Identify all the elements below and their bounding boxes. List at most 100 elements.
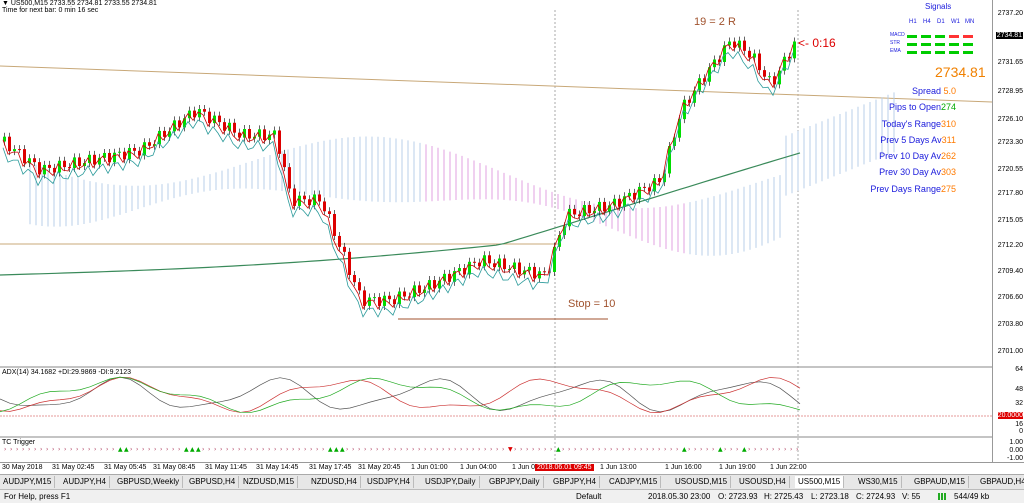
chart-tab[interactable]: GBPUSD,Weekly [114,476,184,488]
tc-marker: › [538,446,540,453]
time-tick: 1 Jun 19:00 [719,464,756,471]
candle-body [438,280,441,289]
price-tick: 2731.65 [997,59,1023,66]
chart-tab[interactable]: USOUSD,H4 [736,476,790,488]
connection-icon [938,493,946,500]
tc-marker: › [634,446,636,453]
info-value: 275 [940,184,956,194]
tc-marker: › [394,446,396,453]
tc-marker: › [490,446,492,453]
chart-tab[interactable]: GBPJPY,Daily [486,476,544,488]
tc-marker: › [712,446,714,453]
candle-body [208,111,211,124]
info-row: Prev 5 Days Av311 [880,135,956,145]
candle-body [743,40,746,51]
candle-body [723,45,726,62]
signal-cell [963,43,973,46]
tc-marker: › [448,446,450,453]
candle-body [13,149,16,152]
candle-body [363,290,366,306]
tc-marker: › [274,446,276,453]
chart-tab[interactable]: GBPAUD,H4 [977,476,1024,488]
time-tick: 31 May 17:45 [309,464,352,471]
signal-cell [963,51,973,54]
chart-tab[interactable]: USOUSD,M15 [672,476,732,488]
tc-marker: › [214,446,216,453]
stop-annotation: Stop = 10 [568,298,616,310]
adx-tick: 32 [1015,400,1023,407]
candle-body [168,131,171,137]
time-tick: 2018.06.01 09:45 [535,464,594,471]
price-tick: 2734.81 [995,32,1023,39]
candle-body [243,129,246,138]
candle-body [753,53,756,58]
chart-tab[interactable]: GBPAUD,M15 [911,476,969,488]
candle-body [203,109,206,112]
tc-marker: ▼ [508,446,513,453]
tc-tick: -1.00 [1007,455,1023,462]
tc-marker: › [412,446,414,453]
chart-tab[interactable]: NZDUSD,H4 [308,476,361,488]
price-chart[interactable]: › › › › › › › › › › › › › › › › › › › ▲ ▲ › › › › › › › › › ▲ ▲ ▲ › › › › › › ›… [0,0,992,462]
candle-body [528,266,531,271]
info-label: Today's Range [881,119,941,129]
tc-marker: › [160,446,162,453]
candle-body [573,208,576,215]
target-annotation: 19 = 2 R [694,16,736,28]
chart-tab[interactable]: GBPJPY,H4 [550,476,600,488]
candle-body [123,151,126,160]
status-high: H: 2725.43 [764,492,804,501]
candle-body [503,258,506,270]
candle-body [493,263,496,268]
tc-marker: › [388,446,390,453]
tc-marker: ▲ [328,446,333,453]
chart-tab[interactable]: US500,M15 [795,476,845,488]
candle-body [43,164,46,175]
current-price-big: 2734.81 [935,64,986,80]
chart-tab[interactable]: CADJPY,M15 [606,476,662,488]
price-tick: 2715.05 [997,217,1023,224]
chart-tab[interactable]: NZDUSD,M15 [240,476,299,488]
chart-tab[interactable]: WS30,M15 [855,476,902,488]
tc-marker: › [784,446,786,453]
chart-area[interactable]: › › › › › › › › › › › › › › › › › › › ▲ ▲ › › › › › › › › › ▲ ▲ ▲ › › › › › › ›… [0,0,992,462]
tc-marker: › [286,446,288,453]
candle-body [28,158,31,164]
signal-cell [935,43,945,46]
candle-body [193,110,196,118]
info-label: Prev Days Range [870,184,941,194]
price-axis[interactable]: 2737.20 2734.81 2731.65 2728.95 2726.10 2723.… [992,0,1024,462]
chart-tab[interactable]: USDJPY,H4 [364,476,414,488]
signal-cell [907,43,917,46]
tc-marker: ▲ [190,446,195,453]
tc-marker: › [34,446,36,453]
candle-body [543,271,546,273]
candle-body [783,56,786,71]
adx-tick: 20.0000 [997,412,1023,419]
chart-tabs: AUDJPY,M15 AUDJPY,H4 GBPUSD,Weekly GBPUSD,H… [0,474,1024,490]
candle-body [78,157,81,167]
tc-marker: › [226,446,228,453]
tc-marker: › [172,446,174,453]
tc-marker: › [100,446,102,453]
tc-marker: › [40,446,42,453]
candle-body [113,152,116,163]
chart-tab[interactable]: GBPUSD,H4 [186,476,240,488]
tc-marker: › [652,446,654,453]
chart-tab[interactable]: AUDJPY,H4 [60,476,110,488]
tc-marker: › [640,446,642,453]
tc-marker: › [244,446,246,453]
price-tick: 2720.55 [997,166,1023,173]
candle-body [333,214,336,236]
candle-body [388,295,391,300]
price-tick: 2737.20 [997,10,1023,17]
signal-cell [949,51,959,54]
candle-body [283,153,286,168]
tc-marker: › [664,446,666,453]
time-tick: 1 Jun 01:00 [411,464,448,471]
time-axis[interactable]: 30 May 2018 31 May 02:45 31 May 05:45 31 Ma… [0,462,1024,475]
tc-marker: › [586,446,588,453]
tc-marker: › [790,446,792,453]
chart-tab[interactable]: AUDJPY,M15 [0,476,56,488]
chart-tab[interactable]: USDJPY,Daily [422,476,480,488]
